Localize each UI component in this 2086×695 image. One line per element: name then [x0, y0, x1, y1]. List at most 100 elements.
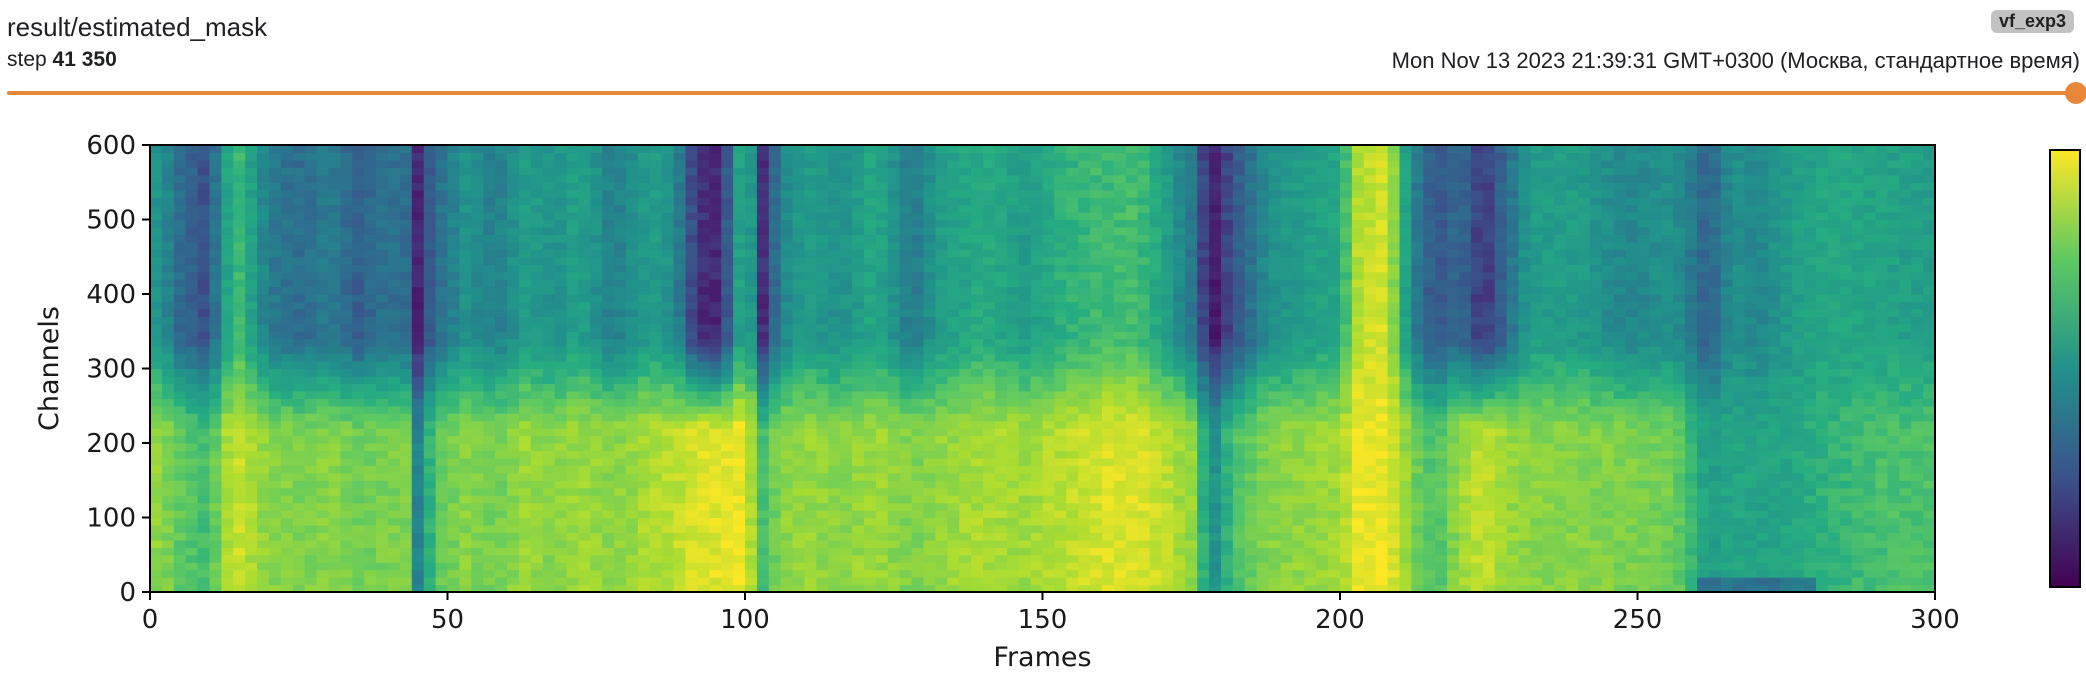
- heatmap-cell: [280, 547, 294, 556]
- heatmap-cell: [911, 413, 925, 422]
- heatmap-cell: [507, 405, 520, 414]
- heatmap-cell: [768, 524, 782, 533]
- heatmap-cell: [1102, 182, 1115, 191]
- heatmap-cell: [554, 450, 568, 459]
- heatmap-cell: [483, 234, 496, 243]
- heatmap-cell: [364, 584, 377, 593]
- heatmap-cell: [780, 361, 794, 370]
- heatmap-cell: [911, 189, 925, 198]
- heatmap-cell: [935, 264, 948, 273]
- heatmap-cell: [185, 517, 199, 526]
- heatmap-cell: [780, 189, 794, 198]
- heatmap-cell: [697, 465, 710, 474]
- heatmap-cell: [507, 189, 520, 198]
- heatmap-cell: [1006, 308, 1020, 317]
- heatmap-cell: [923, 316, 936, 325]
- heatmap-cell: [602, 256, 615, 265]
- heatmap-cell: [316, 532, 330, 541]
- heatmap-cell: [1018, 487, 1032, 496]
- heatmap-cell: [423, 189, 437, 198]
- heatmap-cell: [1018, 323, 1032, 332]
- heatmap-cell: [959, 323, 972, 332]
- heatmap-cell: [388, 428, 401, 437]
- heatmap-cell: [423, 316, 437, 325]
- heatmap-cell: [745, 457, 758, 466]
- heatmap-cell: [923, 189, 936, 198]
- heatmap-cell: [1006, 294, 1020, 303]
- heatmap-cell: [804, 502, 817, 511]
- heatmap-cell: [447, 301, 460, 310]
- heatmap-cell: [578, 487, 591, 496]
- heatmap-cell: [518, 182, 532, 191]
- heatmap-cell: [745, 361, 758, 370]
- heatmap-cell: [173, 331, 187, 340]
- heatmap-cell: [637, 413, 651, 422]
- heatmap-cell: [875, 241, 889, 250]
- heatmap-cell: [316, 159, 330, 168]
- step-slider[interactable]: [7, 82, 2086, 104]
- heatmap-cell: [721, 353, 734, 362]
- heatmap-cell: [280, 524, 294, 533]
- heatmap-cell: [959, 219, 972, 228]
- heatmap-cell: [875, 212, 889, 221]
- heatmap-cell: [780, 271, 794, 280]
- heatmap-cell: [887, 428, 901, 437]
- slider-track[interactable]: [7, 91, 2073, 95]
- heatmap-cell: [756, 383, 770, 392]
- heatmap-cell: [1113, 405, 1127, 414]
- heatmap-cell: [459, 159, 472, 168]
- heatmap-cell: [959, 241, 972, 250]
- heatmap-cell: [697, 502, 710, 511]
- heatmap-cell: [971, 383, 984, 392]
- heatmap-cell: [150, 338, 163, 347]
- heatmap-cell: [935, 502, 948, 511]
- heatmap-cell: [221, 547, 234, 556]
- heatmap-cell: [1102, 286, 1115, 295]
- heatmap-cell: [875, 204, 889, 213]
- heatmap-cell: [1018, 532, 1032, 541]
- heatmap-cell: [971, 472, 984, 481]
- heatmap-cell: [292, 145, 306, 154]
- heatmap-cell: [447, 197, 460, 206]
- heatmap-cell: [756, 584, 770, 593]
- slider-thumb[interactable]: [2065, 82, 2086, 104]
- heatmap-cell: [1113, 234, 1127, 243]
- heatmap-cell: [1078, 264, 1091, 273]
- heatmap-cell: [542, 569, 556, 578]
- heatmap-cell: [399, 554, 413, 563]
- heatmap-cell: [911, 569, 925, 578]
- heatmap-cell: [495, 226, 508, 235]
- heatmap-cell: [1125, 413, 1139, 422]
- heatmap-cell: [447, 279, 460, 288]
- heatmap-cell: [161, 532, 175, 541]
- heatmap-cell: [828, 480, 841, 489]
- heatmap-cell: [947, 517, 960, 526]
- heatmap-cell: [328, 323, 341, 332]
- heatmap-cell: [614, 405, 627, 414]
- heatmap-cell: [518, 487, 532, 496]
- heatmap-cell: [185, 353, 199, 362]
- heatmap-cell: [150, 539, 163, 548]
- heatmap-cell: [376, 547, 389, 556]
- heatmap-cell: [376, 368, 389, 377]
- heatmap-cell: [947, 435, 960, 444]
- heatmap-cell: [626, 524, 639, 533]
- heatmap-cell: [1125, 554, 1139, 563]
- heatmap-cell: [792, 472, 806, 481]
- heatmap-cell: [721, 487, 734, 496]
- heatmap-cell: [923, 390, 936, 399]
- heatmap-cell: [935, 294, 948, 303]
- heatmap-cell: [495, 524, 508, 533]
- heatmap-cell: [864, 428, 877, 437]
- heatmap-cell: [721, 383, 734, 392]
- heatmap-cell: [875, 443, 889, 452]
- heatmap-cell: [554, 219, 568, 228]
- heatmap-cell: [542, 383, 556, 392]
- heatmap-cell: [840, 398, 853, 407]
- heatmap-cell: [709, 249, 722, 258]
- heatmap-cell: [852, 323, 865, 332]
- heatmap-cell: [828, 346, 841, 355]
- heatmap-cell: [1125, 204, 1139, 213]
- heatmap-cell: [185, 241, 199, 250]
- heatmap-cell: [959, 316, 972, 325]
